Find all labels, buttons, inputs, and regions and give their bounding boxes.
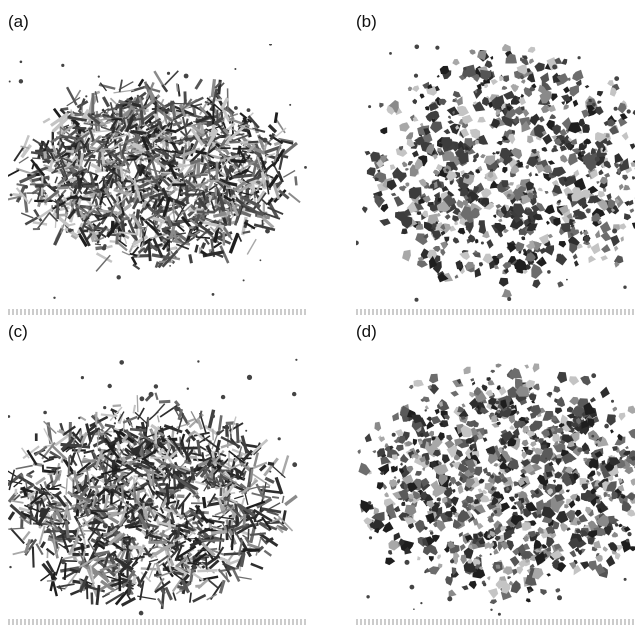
scale-ruler xyxy=(356,308,635,316)
panel-label: (d) xyxy=(356,322,377,342)
particle-photo xyxy=(356,354,635,616)
panel-c: (c) xyxy=(8,322,308,632)
scale-ruler xyxy=(8,618,308,626)
panel-label: (a) xyxy=(8,12,29,32)
particle-photo xyxy=(8,44,308,306)
panel-label: (c) xyxy=(8,322,28,342)
panel-a: (a) xyxy=(8,12,308,322)
particle-photo xyxy=(8,354,308,616)
panel-d: (d) xyxy=(356,322,635,632)
panel-b: (b) xyxy=(356,12,635,322)
scale-ruler xyxy=(8,308,308,316)
scale-ruler xyxy=(356,618,635,626)
particle-photo xyxy=(356,44,635,306)
panel-label: (b) xyxy=(356,12,377,32)
